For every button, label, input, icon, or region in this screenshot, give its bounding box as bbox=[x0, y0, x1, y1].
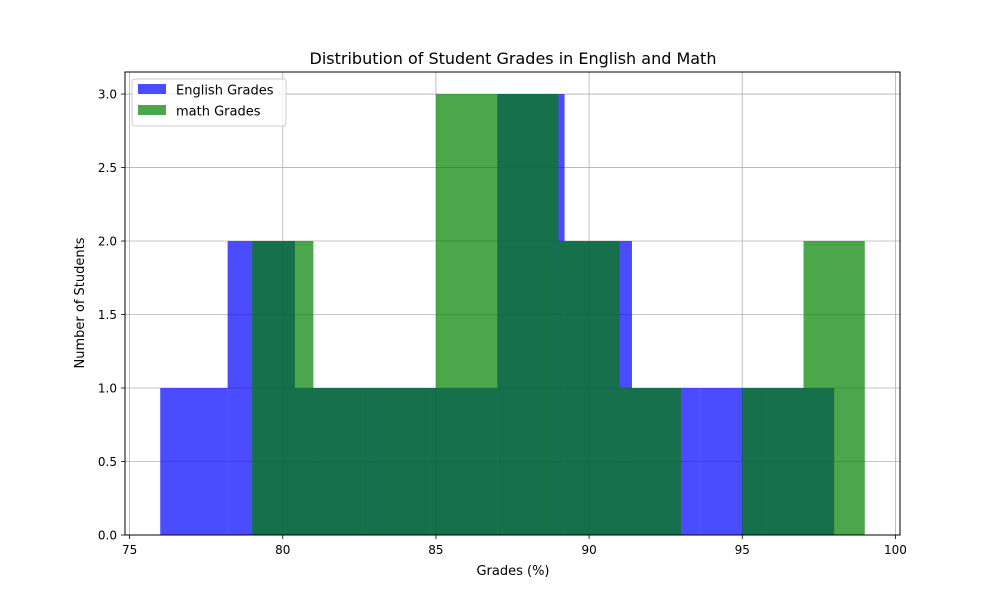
y-tick-label: 0.5 bbox=[98, 455, 117, 469]
histogram-bars bbox=[160, 94, 865, 536]
histogram-bar-math bbox=[742, 388, 804, 535]
plot-area-frame bbox=[124, 71, 901, 536]
histogram-bar-math bbox=[619, 388, 681, 535]
x-tick-label: 80 bbox=[275, 543, 290, 557]
y-tick-label: 3.0 bbox=[98, 88, 117, 102]
y-axis-label: Number of Students bbox=[73, 237, 88, 368]
histogram-bar-math bbox=[313, 388, 375, 535]
x-axis-label: Grades (%) bbox=[476, 564, 549, 579]
y-tick-label: 1.5 bbox=[98, 308, 117, 322]
histogram-bar-math bbox=[558, 241, 620, 536]
x-tick-label: 95 bbox=[735, 543, 750, 557]
legend-swatch-math bbox=[138, 105, 166, 115]
y-tick-label: 1.0 bbox=[98, 382, 117, 396]
x-tick-label: 75 bbox=[122, 543, 137, 557]
legend-label-english: English Grades bbox=[176, 84, 274, 99]
histogram-bar-math bbox=[374, 388, 436, 535]
legend-swatch-english bbox=[138, 84, 166, 94]
y-tick-label: 2.0 bbox=[98, 235, 117, 249]
histogram-bar-math bbox=[435, 94, 498, 536]
legend-frame bbox=[131, 78, 287, 127]
y-tick-label: 2.5 bbox=[98, 161, 117, 175]
histogram-bar-math bbox=[252, 241, 314, 536]
legend-label-math: math Grades bbox=[176, 105, 261, 120]
histogram-bar-english bbox=[160, 388, 228, 535]
x-tick-label: 100 bbox=[884, 543, 907, 557]
histogram-bar-math bbox=[803, 241, 865, 536]
x-tick-label: 85 bbox=[428, 543, 443, 557]
axis-ticks: 75 80 85 90 95 100 0.0 0.5 1.0 1.5 2.0 2.5 3.0 bbox=[98, 88, 907, 557]
y-tick-label: 0.0 bbox=[98, 529, 117, 543]
legend: English Grades math Grades bbox=[131, 78, 287, 127]
chart-title: Distribution of Student Grades in Englis… bbox=[310, 49, 717, 68]
x-tick-label: 90 bbox=[581, 543, 596, 557]
histogram-bar-math bbox=[497, 94, 559, 536]
